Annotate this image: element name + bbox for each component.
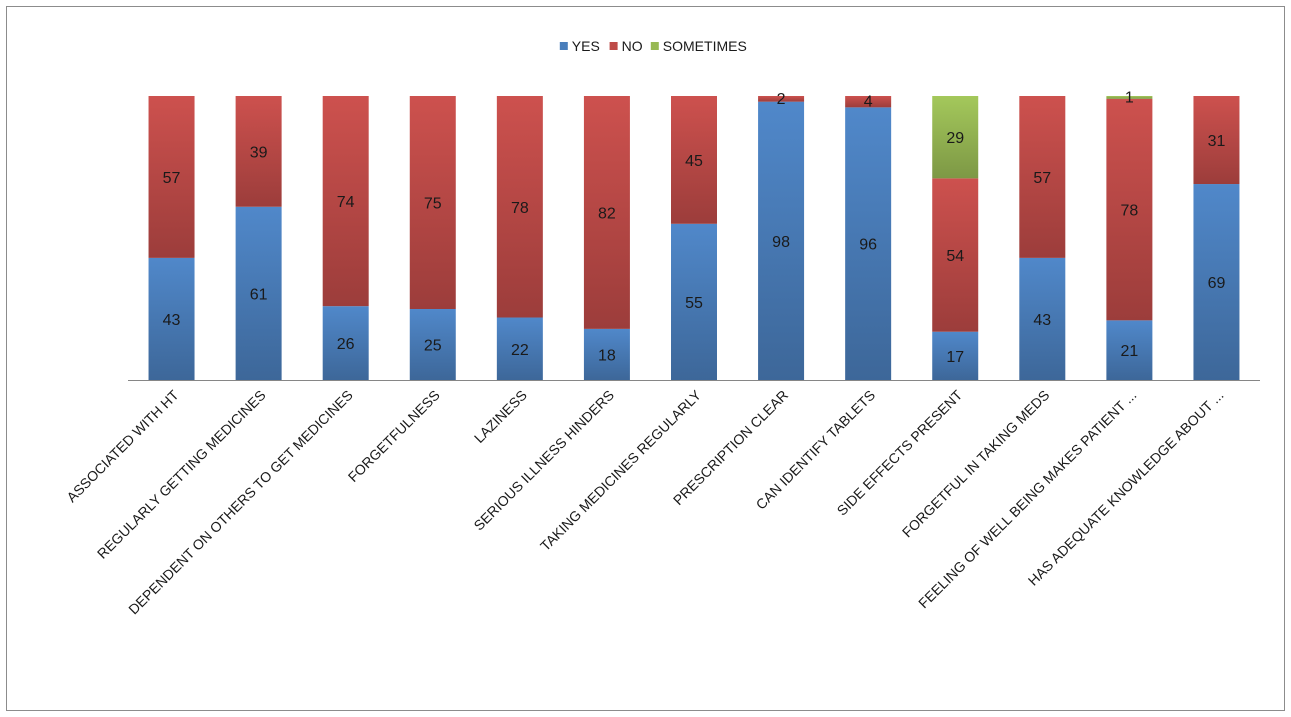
bar-sometimes-9 [932, 96, 979, 179]
data-label-yes-2: 26 [337, 336, 355, 353]
x-tick-label-10: FORGETFUL IN TAKING MEDS [899, 387, 1053, 541]
data-label-no-7: 2 [777, 91, 786, 108]
legend-label-yes: YES [572, 38, 600, 54]
data-label-no-3: 75 [424, 196, 442, 213]
bar-no-8 [845, 96, 892, 108]
data-label-yes-4: 22 [511, 342, 529, 359]
data-label-yes-6: 55 [685, 295, 703, 312]
data-label-no-2: 74 [337, 194, 355, 211]
bar-no-10 [1019, 96, 1066, 258]
bar-yes-11 [1106, 320, 1153, 380]
bars: 43 57 61 39 26 74 25 75 22 78 18 82 55 45 98 2 96 4 17 54 29… [148, 89, 1240, 381]
bar-yes-2 [322, 306, 369, 380]
legend-label-no: NO [622, 38, 643, 54]
bar-no-0 [148, 96, 195, 258]
bar-no-2 [322, 96, 369, 307]
bar-yes-7 [758, 101, 805, 381]
legend: YES NO SOMETIMES [559, 38, 747, 54]
x-tick-label-3: FORGETFULNESS [345, 387, 443, 485]
data-label-no-1: 39 [250, 144, 268, 161]
data-label-no-12: 31 [1208, 133, 1226, 150]
data-label-yes-7: 98 [772, 234, 790, 251]
x-tick-label-1: REGULARLY GETTING MEDICINES [94, 387, 269, 562]
bar-yes-10 [1019, 257, 1066, 380]
data-label-no-11: 78 [1120, 203, 1138, 220]
legend-swatch-yes [559, 42, 568, 50]
bar-yes-12 [1193, 184, 1240, 380]
data-label-yes-8: 96 [859, 237, 877, 254]
x-tick-label-12: HAS ADEQUATE KNOWLEDGE ABOUT ... [1025, 387, 1227, 589]
bar-sometimes-11 [1106, 96, 1153, 99]
bar-no-7 [758, 96, 805, 102]
stacked-bar-chart: YES NO SOMETIMES 43 57 61 39 26 74 25 75 22 78 18 82 5… [63, 38, 1260, 617]
data-label-no-0: 57 [163, 170, 181, 187]
data-label-no-6: 45 [685, 153, 703, 170]
chart-area: YES NO SOMETIMES 43 57 61 39 26 74 25 75 22 78 18 82 5… [6, 6, 1285, 711]
bar-yes-3 [409, 309, 456, 380]
data-label-yes-3: 25 [424, 338, 442, 355]
data-label-yes-1: 61 [250, 286, 268, 303]
x-tick-label-4: LAZINESS [471, 387, 530, 446]
bar-yes-1 [235, 206, 282, 380]
bar-yes-8 [845, 107, 892, 381]
data-label-yes-9: 17 [946, 349, 964, 366]
bar-no-5 [583, 96, 630, 329]
data-label-yes-10: 43 [1033, 312, 1051, 329]
data-label-no-4: 78 [511, 200, 529, 217]
bar-yes-4 [496, 317, 543, 380]
data-label-sometimes-9: 29 [946, 130, 964, 147]
data-label-sometimes-11: 1 [1125, 89, 1134, 106]
data-label-no-10: 57 [1033, 170, 1051, 187]
bar-no-12 [1193, 96, 1240, 185]
legend-label-sometimes: SOMETIMES [663, 38, 747, 54]
bar-yes-0 [148, 257, 195, 380]
data-label-no-8: 4 [864, 94, 873, 111]
bar-yes-9 [932, 331, 979, 380]
legend-swatch-no [609, 42, 618, 50]
bar-yes-6 [671, 223, 717, 380]
x-tick-label-6: TAKING MEDICINES REGULARLY [537, 386, 705, 554]
bar-no-6 [671, 96, 717, 224]
bar-no-9 [932, 178, 979, 332]
legend-swatch-sometimes [650, 42, 659, 50]
data-label-no-5: 82 [598, 205, 616, 222]
data-label-no-9: 54 [946, 248, 964, 265]
bar-no-4 [496, 96, 543, 318]
bar-no-1 [235, 96, 282, 207]
x-tick-label-5: SERIOUS ILLNESS HINDERS [470, 387, 617, 534]
data-label-yes-11: 21 [1120, 343, 1138, 360]
bar-no-11 [1106, 98, 1153, 321]
data-label-yes-0: 43 [163, 312, 181, 329]
bar-no-3 [409, 96, 456, 309]
data-label-yes-5: 18 [598, 347, 616, 364]
data-label-yes-12: 69 [1208, 275, 1226, 292]
bar-yes-5 [583, 328, 630, 380]
